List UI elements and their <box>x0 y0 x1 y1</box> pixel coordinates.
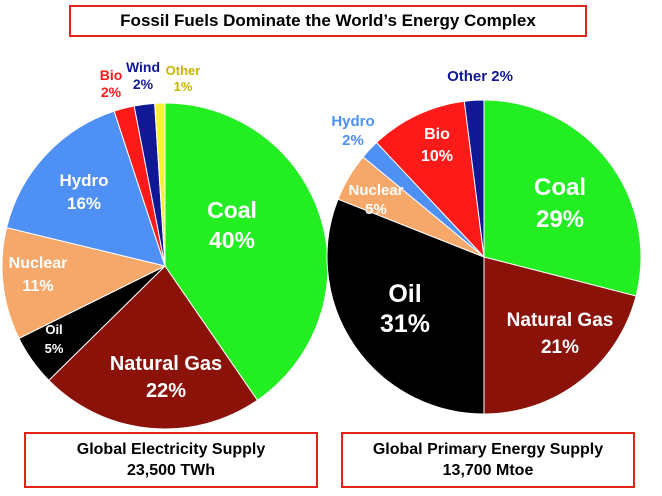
electricity-slice-other <box>154 102 166 267</box>
electricity-slice-natural-gas <box>48 265 259 430</box>
primary-energy-value-coal: 29% <box>536 206 584 233</box>
primary-energy-value-bio: 10% <box>421 148 453 165</box>
chart-title-text: Fossil Fuels Dominate the World’s Energy… <box>120 11 536 30</box>
primary-energy-caption-line1: Global Primary Energy Supply <box>372 441 604 458</box>
primary-energy-slice-bio <box>375 100 485 259</box>
primary-energy-value-hydro: 2% <box>342 132 364 149</box>
primary-energy-label-nuclear: Nuclear <box>348 182 403 199</box>
electricity-slice-nuclear <box>1 226 167 340</box>
chart-title: Fossil Fuels Dominate the World’s Energy… <box>69 5 587 37</box>
electricity-value-hydro: 16% <box>67 194 101 213</box>
primary-energy-label-bio: Bio <box>424 126 450 143</box>
electricity-label-oil: Oil <box>45 322 62 337</box>
electricity-value-oil: 5% <box>45 341 64 356</box>
electricity-value-other: 1% <box>174 79 193 94</box>
electricity-label-hydro: Hydro <box>59 171 108 190</box>
electricity-slice-hydro <box>5 110 166 267</box>
electricity-label-bio: Bio <box>100 67 123 83</box>
electricity-label-natural-gas: Natural Gas <box>110 353 222 375</box>
primary-energy-value-oil: 31% <box>380 310 430 338</box>
primary-energy-slice-natural-gas <box>483 256 637 415</box>
electricity-caption-line1: Global Electricity Supply <box>76 441 266 458</box>
primary-energy-label-coal: Coal <box>534 174 586 201</box>
primary-energy-label-natural-gas: Natural Gas <box>507 310 614 331</box>
electricity-pie <box>1 102 329 430</box>
electricity-label-wind: Wind <box>126 59 160 75</box>
primary-energy-slice-oil <box>326 198 485 415</box>
electricity-label-nuclear: Nuclear <box>9 255 68 272</box>
primary-energy-label-oil: Oil <box>388 280 421 308</box>
electricity-slice-coal <box>164 102 329 401</box>
electricity-value-bio: 2% <box>101 84 122 100</box>
primary-energy-label-hydro: Hydro <box>331 113 374 130</box>
primary-energy-caption: Global Primary Energy Supply 13,700 Mtoe <box>341 432 635 488</box>
primary-energy-slice-coal <box>483 99 642 297</box>
electricity-value-natural-gas: 22% <box>146 380 186 402</box>
electricity-value-nuclear: 11% <box>22 278 53 295</box>
primary-energy-value-natural-gas: 21% <box>541 337 579 358</box>
electricity-value-coal: 40% <box>209 227 255 253</box>
electricity-label-coal: Coal <box>207 197 257 223</box>
primary-energy-pie <box>326 99 642 415</box>
primary-energy-value-nuclear: 5% <box>365 201 387 218</box>
electricity-caption: Global Electricity Supply 23,500 TWh <box>24 432 318 488</box>
primary-energy-slice-other <box>463 99 485 258</box>
primary-energy-label-other: Other 2% <box>447 68 513 85</box>
electricity-label-other: Other <box>166 63 201 78</box>
electricity-value-wind: 2% <box>133 76 154 92</box>
electricity-caption-line2: 23,500 TWh <box>126 462 216 479</box>
primary-energy-caption-line2: 13,700 Mtoe <box>442 462 534 479</box>
